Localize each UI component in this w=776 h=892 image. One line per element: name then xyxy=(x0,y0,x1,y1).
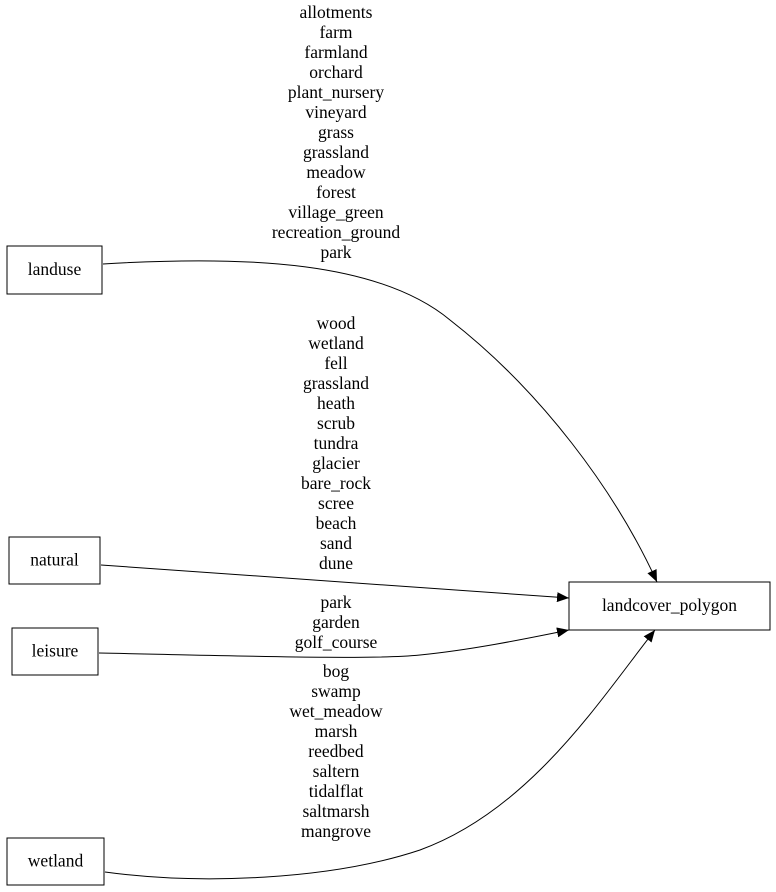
edge-label: park xyxy=(320,242,351,262)
edge-label: bare_rock xyxy=(301,473,371,493)
edge-label: grass xyxy=(318,122,354,142)
node-label: wetland xyxy=(28,851,84,871)
edge-label: wet_meadow xyxy=(289,701,383,721)
edge-label: saltmarsh xyxy=(302,801,369,821)
edge-label: recreation_ground xyxy=(272,222,401,242)
edge-label: allotments xyxy=(300,2,373,22)
edge-label: park xyxy=(320,592,351,612)
edge-label: village_green xyxy=(288,202,383,222)
edge-label: fell xyxy=(324,353,347,373)
node-box xyxy=(568,581,771,631)
edge-label: golf_course xyxy=(295,632,378,652)
node-label: landuse xyxy=(28,259,82,279)
edge-label: saltern xyxy=(313,761,360,781)
edge-label: garden xyxy=(312,612,360,632)
node-box xyxy=(8,536,101,585)
node-box xyxy=(6,837,105,886)
edge-label: meadow xyxy=(306,162,366,182)
edge-label: wood xyxy=(317,313,356,333)
edge-label: tundra xyxy=(314,433,359,453)
edge-label: heath xyxy=(317,393,355,413)
edge-label: dune xyxy=(319,553,353,573)
edge-label: scree xyxy=(318,493,354,513)
edge-label: scrub xyxy=(317,413,355,433)
edge-label: tidalflat xyxy=(309,781,364,801)
edge xyxy=(102,260,658,583)
edge-label: orchard xyxy=(309,62,363,82)
edge-label: bog xyxy=(323,661,350,681)
edge-label: vineyard xyxy=(305,102,366,122)
node-label: leisure xyxy=(32,641,79,661)
edge-label: plant_nursery xyxy=(288,82,384,102)
edge-label: farmland xyxy=(304,42,367,62)
edge-label: marsh xyxy=(315,721,358,741)
edge xyxy=(100,564,570,603)
edge-label: farm xyxy=(319,22,352,42)
node-box xyxy=(6,245,103,295)
node-label: landcover_polygon xyxy=(602,595,737,615)
edge-label: swamp xyxy=(311,681,361,701)
edge-label: mangrove xyxy=(301,821,371,841)
edge-label: wetland xyxy=(308,333,364,353)
edge-label: beach xyxy=(316,513,357,533)
edge xyxy=(98,627,570,658)
node-box xyxy=(11,627,99,676)
edge-label: sand xyxy=(320,533,352,553)
edge xyxy=(104,629,656,880)
edge-label: reedbed xyxy=(308,741,364,761)
edge-label: grassland xyxy=(303,142,369,162)
edge-label: forest xyxy=(316,182,356,202)
edge-label: grassland xyxy=(303,373,369,393)
edge-label: glacier xyxy=(312,453,360,473)
node-label: natural xyxy=(30,550,79,570)
